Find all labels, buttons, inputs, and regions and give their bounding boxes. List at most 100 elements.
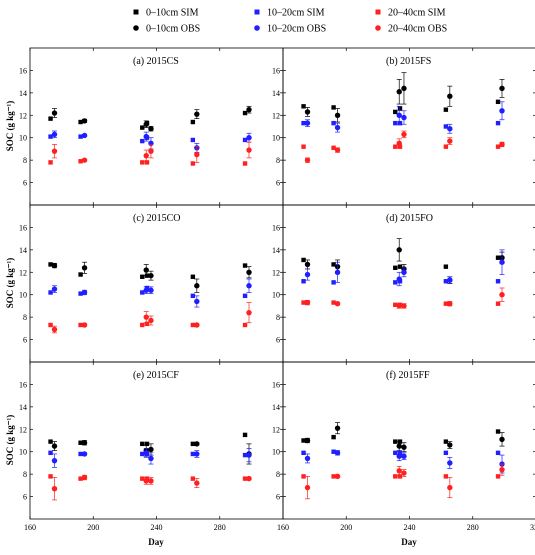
sim-point — [140, 451, 145, 457]
x-axis-title: Day — [148, 537, 164, 547]
sim-point — [140, 125, 145, 130]
obs-point — [401, 85, 407, 92]
obs-point — [447, 138, 453, 144]
x-tick-label: 240 — [151, 523, 163, 532]
y-tick-label: 6 — [276, 493, 280, 502]
obs-point — [246, 283, 252, 289]
sim-point — [190, 322, 196, 328]
obs-point — [396, 443, 402, 449]
sim-point — [78, 451, 83, 457]
sim-point — [301, 144, 306, 149]
y-tick-label: 14 — [19, 89, 27, 98]
obs-point — [396, 112, 402, 118]
obs-point — [396, 468, 402, 474]
sim-point — [140, 160, 145, 165]
panel-title: (a) 2015CS — [133, 56, 179, 67]
legend-label: 20–40cm SIM — [388, 8, 446, 19]
y-tick-label: 6 — [23, 493, 27, 502]
sim-point — [48, 290, 53, 295]
obs-point — [334, 269, 341, 275]
y-axis-title: SOC (g kg⁻¹) — [5, 101, 15, 151]
obs-point — [447, 442, 453, 448]
sim-point — [331, 145, 336, 151]
obs-point — [447, 460, 453, 466]
sim-point — [393, 450, 398, 456]
obs-point — [304, 455, 311, 462]
sim-point — [78, 134, 83, 139]
obs-point — [334, 300, 341, 307]
obs-point — [499, 108, 505, 114]
y-tick-label: 14 — [272, 403, 280, 412]
obs-point — [81, 440, 88, 446]
obs-point — [447, 93, 453, 99]
obs-point — [143, 121, 149, 127]
obs-point — [51, 457, 58, 464]
sim-point — [48, 134, 53, 139]
sim-point — [331, 449, 336, 454]
sim-point — [190, 451, 196, 457]
sim-point — [301, 279, 306, 284]
sim-point — [331, 105, 336, 110]
legend-label: 10–20cm SIM — [267, 8, 325, 19]
obs-point — [334, 124, 341, 131]
y-tick-label: 10 — [272, 291, 280, 300]
obs-point — [148, 287, 154, 293]
y-tick-label: 16 — [272, 223, 280, 232]
obs-point — [194, 480, 200, 486]
obs-point — [401, 470, 407, 476]
sim-point — [78, 291, 83, 296]
y-tick-label: 12 — [272, 111, 280, 120]
sim-point — [397, 450, 403, 456]
legend: 0–10cm SIM 10–20cm SIM 20–40cm SIM 0–10cm O… — [133, 8, 447, 35]
panel-frame — [282, 204, 535, 363]
axis-titles: SOC (g kg⁻¹) SOC (g kg⁻¹) SOC (g kg⁻¹) Day D… — [5, 101, 417, 547]
sim-point — [331, 262, 336, 267]
sim-point — [190, 137, 196, 143]
sim-point — [397, 120, 403, 126]
panel-frame — [282, 47, 535, 206]
obs-point — [81, 118, 88, 124]
x-tick-label: 320 — [530, 523, 535, 532]
obs-point — [334, 147, 341, 153]
obs-point — [246, 269, 252, 275]
sim-point — [393, 120, 398, 126]
sim-point — [443, 279, 449, 284]
sim-point — [140, 290, 145, 295]
panel-5: 6 8 10 12 14 16 160 200 240 280 (e) 2015CF — [19, 361, 284, 532]
obs-point — [51, 148, 58, 154]
obs-point — [51, 286, 58, 292]
panel-title: (f) 2015FF — [386, 370, 430, 381]
sim-point — [242, 322, 248, 328]
sim-point — [78, 440, 83, 445]
y-tick-label: 14 — [272, 246, 280, 255]
sim-point — [78, 159, 83, 164]
obs-point — [51, 262, 58, 269]
sim-point — [495, 474, 501, 479]
y-tick-label: 14 — [19, 403, 27, 412]
obs-point — [194, 322, 200, 328]
obs-point — [143, 152, 149, 159]
obs-point — [334, 450, 341, 456]
obs-point — [401, 303, 407, 309]
obs-point — [51, 486, 58, 492]
sim-point — [301, 257, 306, 263]
y-tick-label: 12 — [19, 268, 27, 277]
obs-point — [246, 309, 252, 316]
sim-point — [140, 138, 145, 144]
obs-point — [396, 453, 402, 459]
obs-point — [246, 106, 252, 113]
panel-frame — [29, 47, 284, 206]
y-tick-label: 16 — [272, 66, 280, 75]
obs-point — [246, 452, 252, 458]
obs-point — [81, 132, 88, 139]
legend-marker-square — [254, 9, 260, 15]
obs-point — [148, 317, 154, 324]
y-tick-label: 12 — [19, 111, 27, 120]
obs-point — [304, 437, 311, 444]
y-tick-label: 14 — [272, 89, 280, 98]
obs-point — [396, 89, 402, 95]
legend-marker-circle — [254, 25, 260, 31]
sim-point — [393, 109, 398, 115]
